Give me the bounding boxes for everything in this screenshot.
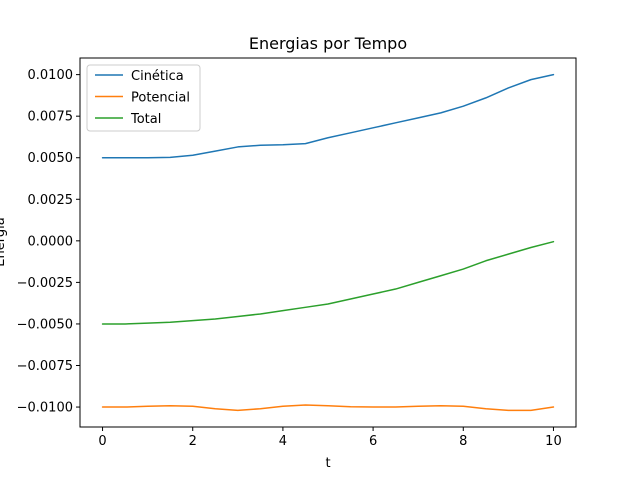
y-tick-label: −0.0100 — [17, 401, 73, 416]
y-tick-label: −0.0075 — [17, 359, 73, 374]
series-layer — [101, 73, 555, 412]
y-tick-label: 0.0100 — [28, 68, 74, 83]
legend-label-1: Potencial — [131, 91, 190, 106]
legend-label-0: Cinética — [131, 69, 184, 84]
x-tick-label: 4 — [279, 434, 287, 449]
chart-title: Energias por Tempo — [249, 34, 407, 53]
plot-area-frame — [79, 57, 577, 428]
x-tick-label: 0 — [98, 434, 106, 449]
x-axis-label: t — [325, 456, 330, 471]
x-tick-label: 10 — [545, 434, 562, 449]
legend-label-2: Total — [130, 112, 161, 127]
y-axis-ticks: −0.0100 −0.0075 −0.0050 −0.0025 0.0000 0.0025… — [17, 68, 80, 416]
x-tick-label: 2 — [189, 434, 197, 449]
y-axis-label: Energia — [0, 217, 8, 266]
series-line-1 — [101, 404, 555, 412]
x-axis-ticks: 0 2 4 6 8 10 — [98, 427, 562, 449]
y-tick-label: −0.0050 — [17, 317, 73, 332]
y-tick-label: −0.0025 — [17, 276, 73, 291]
y-tick-label: 0.0050 — [28, 151, 74, 166]
legend-box — [86, 64, 201, 132]
series-line-2 — [101, 240, 555, 325]
y-tick-label: 0.0000 — [28, 234, 74, 249]
legend: Cinética Potencial Total — [86, 64, 201, 132]
y-tick-label: 0.0025 — [28, 193, 74, 208]
x-tick-label: 8 — [459, 434, 467, 449]
y-tick-label: 0.0075 — [28, 110, 74, 125]
series-line-0 — [101, 73, 555, 159]
x-tick-label: 6 — [369, 434, 377, 449]
